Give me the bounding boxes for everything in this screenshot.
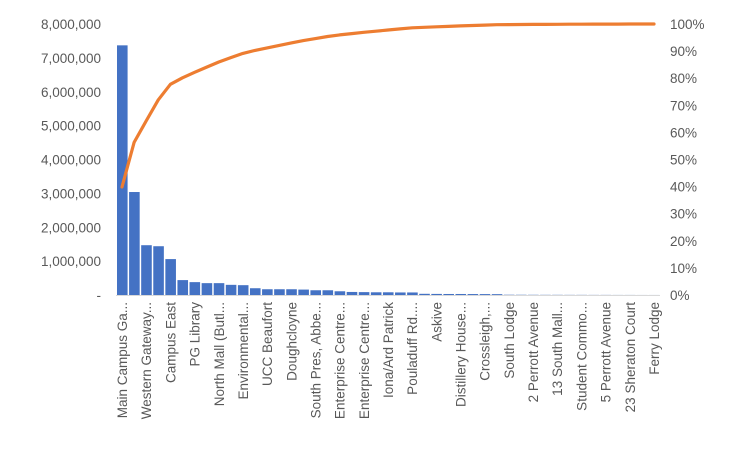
- x-tick-label: Distillery House...: [454, 302, 469, 407]
- bars: [117, 45, 660, 296]
- left-tick-label: 2,000,000: [41, 220, 101, 235]
- bar: [213, 283, 225, 295]
- bar: [479, 294, 491, 295]
- bar: [274, 289, 285, 295]
- right-tick-label: 80%: [670, 71, 697, 86]
- x-tick-label: PG Library: [188, 302, 203, 367]
- x-tick-label: Enterprise Centre...: [333, 302, 348, 419]
- bar: [419, 293, 430, 295]
- bar: [177, 280, 189, 295]
- right-tick-label: 40%: [670, 180, 697, 195]
- bar: [346, 291, 358, 295]
- bar: [129, 192, 140, 295]
- bar: [455, 293, 467, 295]
- x-tick-label: 2 Perrott Avenue: [526, 302, 541, 402]
- x-tick-label: Student Commo...: [574, 302, 589, 411]
- bar: [153, 246, 164, 295]
- x-tick-label: Western Gateway...: [139, 302, 154, 419]
- bar: [237, 285, 249, 295]
- x-tick-label: Campus East: [163, 302, 178, 383]
- x-tick-label: Ferry Lodge: [647, 302, 662, 375]
- x-tick-label: 23 Sheraton Court: [623, 302, 638, 413]
- bar: [407, 292, 418, 295]
- bar: [370, 292, 382, 295]
- bar: [467, 294, 479, 295]
- left-tick-label: 4,000,000: [41, 153, 101, 168]
- bar: [117, 45, 128, 296]
- left-tick-label: 3,000,000: [41, 186, 101, 201]
- bar: [322, 290, 334, 295]
- right-tick-label: 50%: [670, 153, 697, 168]
- x-tick-label: 5 Perrott Avenue: [599, 302, 614, 402]
- bar: [286, 289, 297, 295]
- x-tick-label: South Pres, Abbe...: [309, 302, 324, 418]
- bar: [141, 245, 152, 295]
- x-tick-label: 13 South Mall...: [550, 302, 565, 396]
- bar: [249, 288, 261, 295]
- bar: [491, 294, 503, 295]
- bar: [262, 289, 273, 295]
- x-tick-label: Main Campus Ga...: [115, 302, 130, 418]
- right-axis: 0% 10% 20% 30% 40% 50% 60% 70% 80% 90% 100%: [670, 17, 705, 303]
- left-tick-label: 5,000,000: [41, 119, 101, 134]
- x-tick-label: South Lodge: [502, 302, 517, 379]
- bar: [201, 283, 213, 295]
- bar: [165, 259, 176, 295]
- x-tick-label: Pouladuff Rd....: [405, 302, 420, 395]
- x-tick-label: Environmental...: [236, 302, 251, 400]
- bar: [225, 284, 237, 295]
- x-tick-label: Iona/Ard Patrick: [381, 302, 396, 398]
- x-tick-label: North Mall (Butl...: [212, 302, 227, 406]
- left-tick-label: 7,000,000: [41, 51, 101, 66]
- right-tick-label: 100%: [670, 17, 705, 32]
- x-tick-label: Crossleigh,...: [478, 302, 493, 381]
- bar: [395, 292, 406, 295]
- bar: [189, 282, 201, 295]
- right-tick-label: 60%: [670, 125, 697, 140]
- left-tick-label: -: [97, 288, 102, 303]
- right-tick-label: 20%: [670, 234, 697, 249]
- left-axis: - 1,000,000 2,000,000 3,000,000 4,000,000 5,0…: [41, 17, 101, 303]
- right-tick-label: 30%: [670, 207, 697, 222]
- bar: [310, 290, 322, 295]
- left-tick-label: 8,000,000: [41, 17, 101, 32]
- left-tick-label: 6,000,000: [41, 85, 101, 100]
- x-tick-label: UCC Beaufort: [260, 302, 275, 386]
- left-tick-label: 1,000,000: [41, 254, 101, 269]
- bar: [431, 293, 442, 295]
- bar: [443, 293, 454, 295]
- right-tick-label: 10%: [670, 261, 697, 276]
- bar: [334, 291, 346, 295]
- x-tick-label: Doughcloyne: [284, 302, 299, 381]
- cumulative-line: [120, 22, 656, 189]
- bar: [298, 289, 309, 295]
- bar: [382, 292, 394, 295]
- x-axis-labels: Main Campus Ga... Western Gateway... Campu…: [115, 302, 662, 420]
- bar: [358, 292, 370, 295]
- x-tick-label: Askive: [429, 302, 444, 342]
- right-tick-label: 0%: [670, 288, 690, 303]
- x-tick-label: Enterprise Centre...: [357, 302, 372, 419]
- right-tick-label: 70%: [670, 98, 697, 113]
- right-tick-label: 90%: [670, 44, 697, 59]
